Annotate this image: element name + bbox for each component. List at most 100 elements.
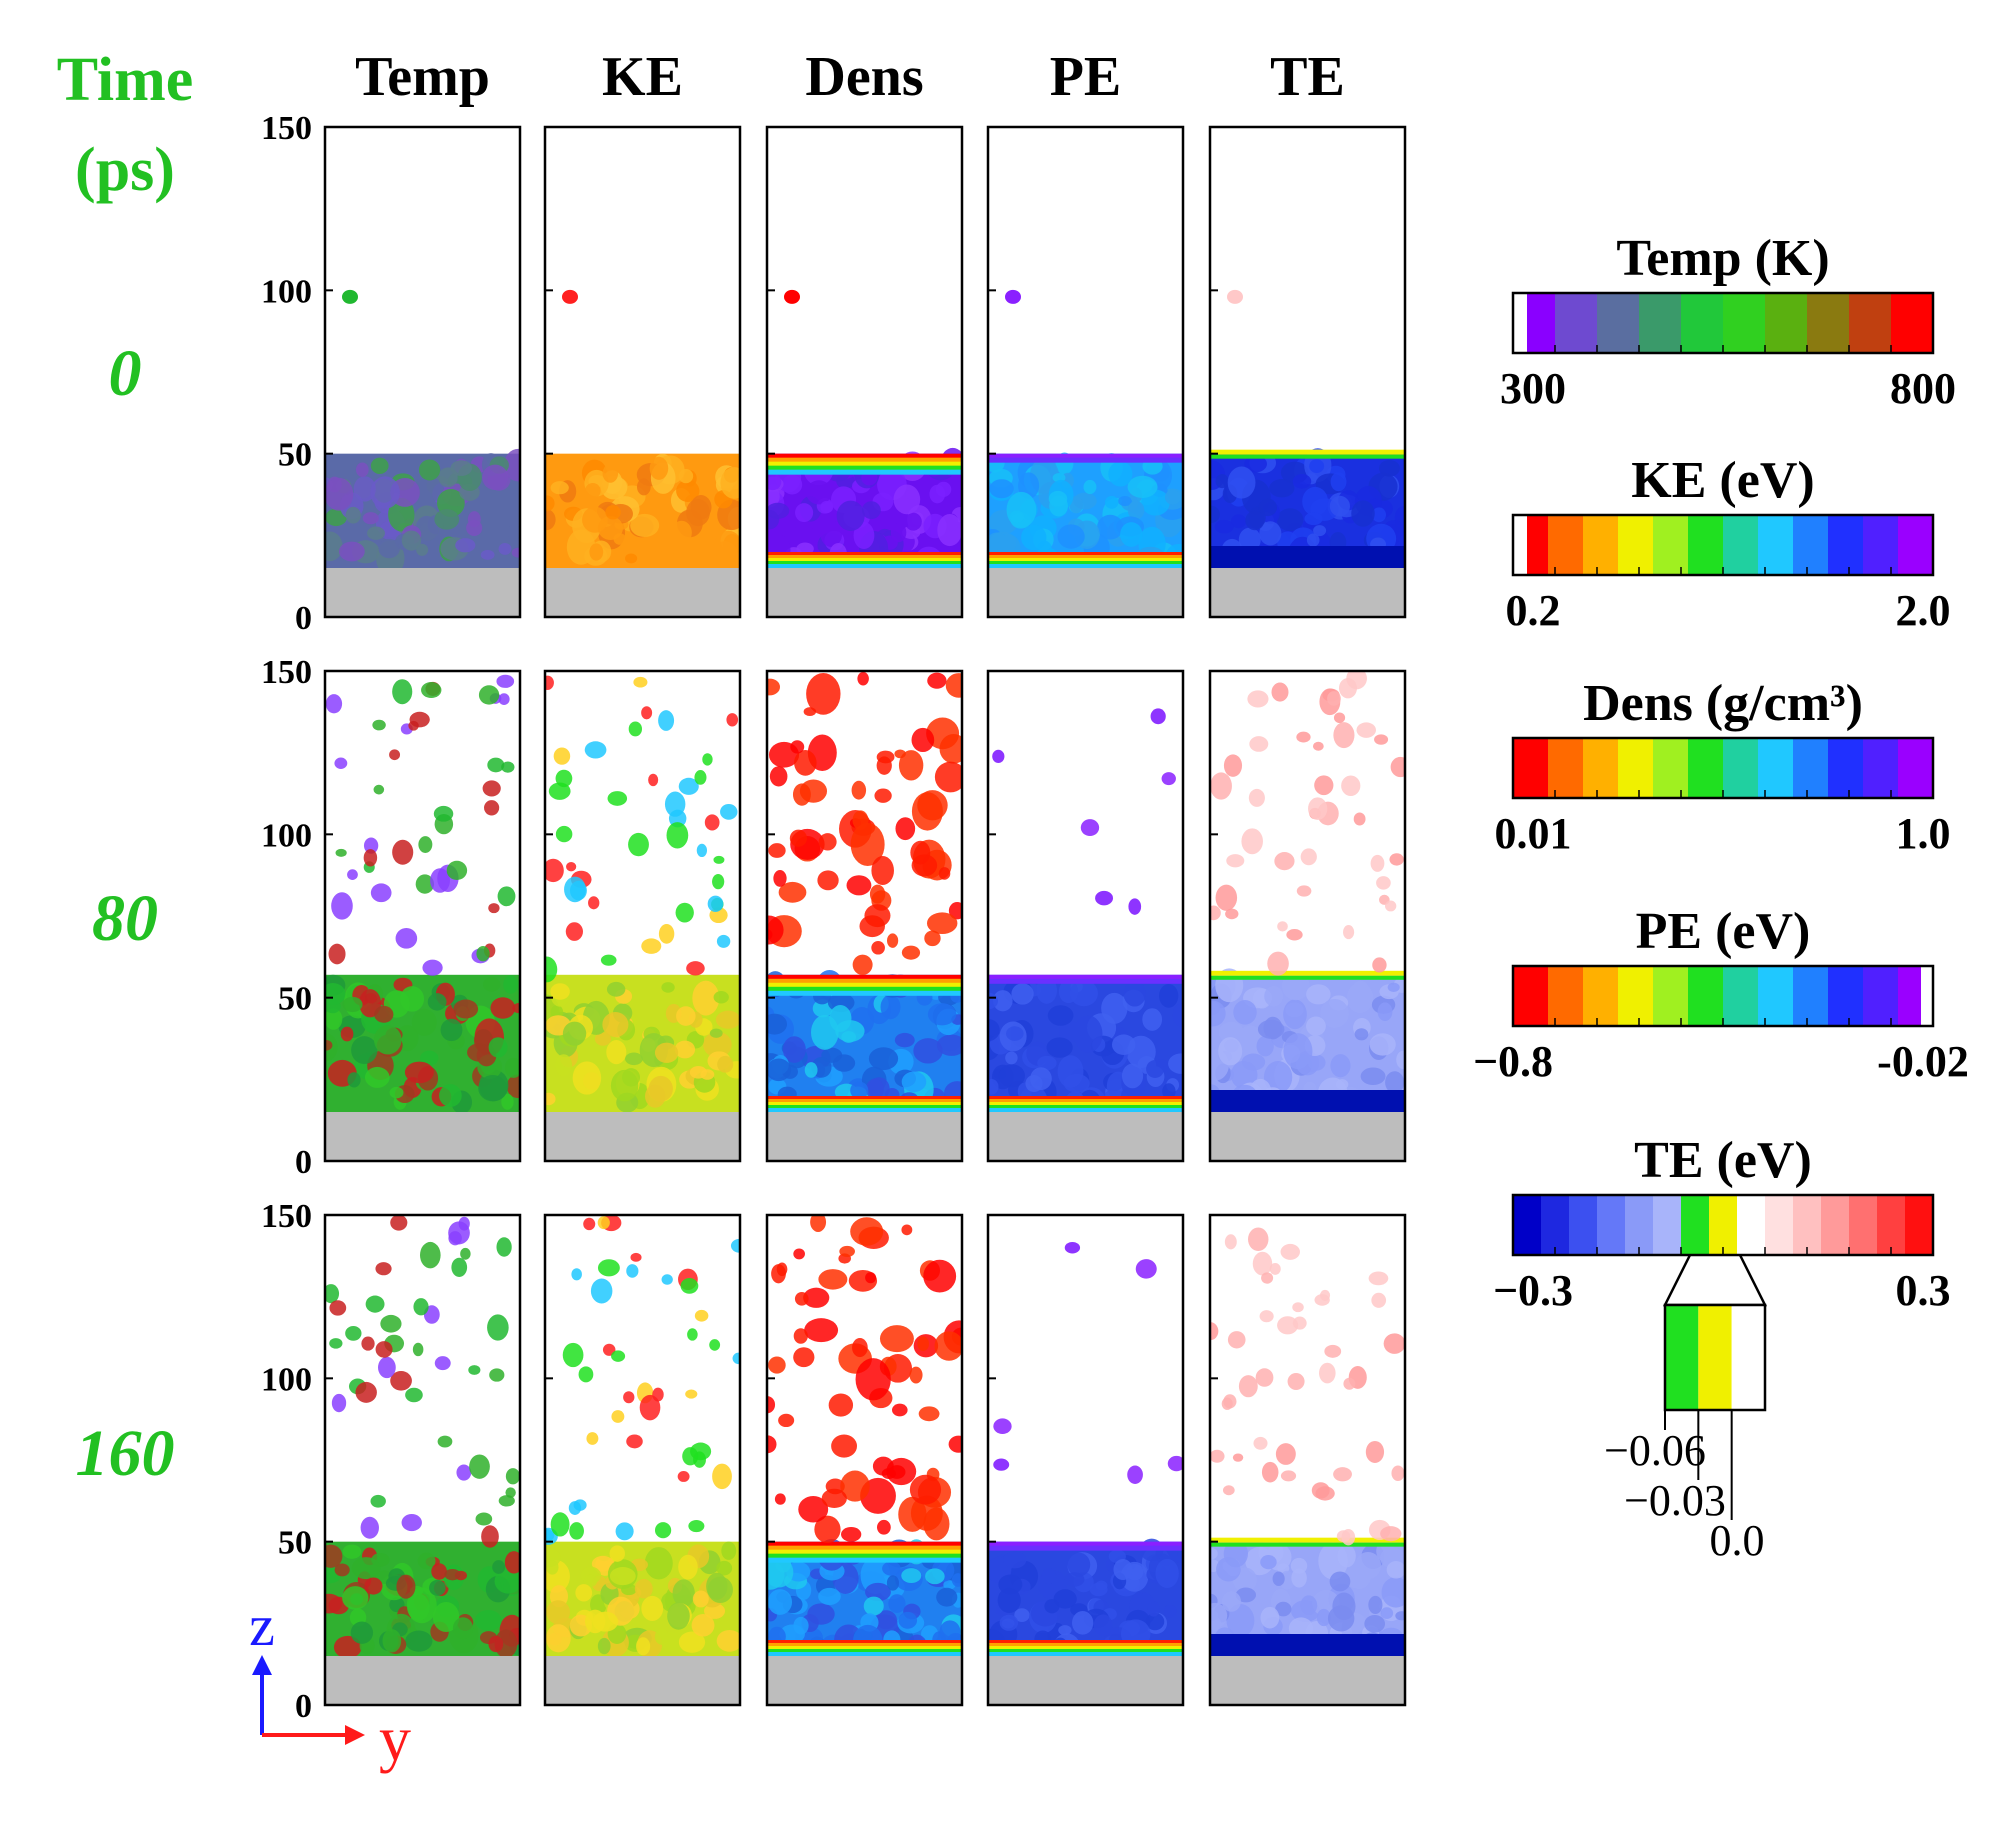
film-texture xyxy=(951,1573,962,1587)
vapor-cluster xyxy=(1333,1467,1352,1482)
film-texture xyxy=(1014,1608,1030,1622)
vapor-cluster xyxy=(1380,1526,1402,1542)
film-texture xyxy=(989,479,1014,499)
vapor-cluster xyxy=(505,1468,520,1485)
colorbar-segment xyxy=(1583,738,1619,798)
vapor-cluster xyxy=(505,1487,516,1498)
vapor-cluster xyxy=(1338,677,1357,699)
film-bottom-band xyxy=(988,555,1183,559)
film-texture xyxy=(325,1008,343,1030)
colorbar-segment xyxy=(1737,1195,1766,1255)
panel-te-t160 xyxy=(1208,1213,1407,1707)
film-texture xyxy=(370,476,400,509)
colorbar-segment xyxy=(1877,1195,1906,1255)
film-texture xyxy=(793,1616,809,1635)
film-texture xyxy=(1327,1605,1355,1632)
film-top-band xyxy=(1210,975,1405,980)
colorbar-ke: KE (eV) 0.2 2.0 xyxy=(1506,452,1951,635)
vapor-cluster xyxy=(789,829,807,847)
film-texture xyxy=(720,467,740,499)
colorbar-segment xyxy=(1583,515,1619,575)
film-texture xyxy=(1163,1604,1177,1618)
vapor-cluster xyxy=(413,1298,429,1316)
film-texture xyxy=(503,448,520,482)
film-texture xyxy=(865,1078,884,1100)
vapor-cluster xyxy=(1261,1272,1274,1284)
film-texture xyxy=(1371,507,1387,523)
film-texture xyxy=(1238,527,1261,552)
vapor-cluster xyxy=(767,929,773,941)
vapor-cluster xyxy=(1238,1375,1258,1398)
film-bottom-band xyxy=(767,1108,962,1112)
film-texture xyxy=(661,1631,679,1653)
film-texture xyxy=(364,1066,390,1088)
panel-field xyxy=(988,708,1183,1161)
film-texture xyxy=(988,1019,1000,1042)
panel-field xyxy=(767,289,962,617)
vapor-cluster xyxy=(550,1512,570,1537)
film-texture xyxy=(1395,1611,1405,1621)
film-texture xyxy=(1210,1602,1228,1629)
film-texture xyxy=(636,478,651,496)
film-texture xyxy=(597,1637,611,1655)
film-texture xyxy=(1127,500,1145,520)
film-texture xyxy=(1230,514,1247,529)
colorbar-segment xyxy=(1639,293,1682,353)
colorbar-segment xyxy=(1513,738,1549,798)
vapor-cluster xyxy=(769,766,788,787)
vapor-cluster xyxy=(1319,1362,1336,1384)
film-texture xyxy=(1272,1571,1285,1587)
film-top-band xyxy=(767,1541,962,1547)
colorbar-temp: Temp (K) 300 800 xyxy=(1500,230,1956,413)
time-label-80: 80 xyxy=(92,882,158,955)
vapor-cluster xyxy=(1315,1486,1335,1501)
film-texture xyxy=(767,1589,793,1615)
film-texture xyxy=(1210,505,1221,524)
vapor-cluster xyxy=(1253,1436,1268,1450)
vapor-cluster xyxy=(1232,1453,1244,1462)
film-bottom-band xyxy=(767,1096,962,1100)
film-texture xyxy=(818,1587,841,1605)
colorbar-title: PE (eV) xyxy=(1636,903,1811,960)
vapor-cluster xyxy=(909,1366,923,1384)
panel-field xyxy=(1210,289,1405,617)
film-texture xyxy=(937,514,962,547)
film-bottom-band xyxy=(767,1646,962,1650)
film-texture xyxy=(1006,491,1037,528)
film-texture xyxy=(1256,1035,1274,1057)
vapor-cluster xyxy=(768,843,786,858)
film-texture xyxy=(1233,1000,1257,1025)
colorbar-segment xyxy=(1688,738,1724,798)
colorbar-max-label: 1.0 xyxy=(1896,809,1951,858)
film-texture xyxy=(1044,1599,1060,1614)
y-tick-label: 150 xyxy=(261,110,312,147)
film-texture xyxy=(353,476,376,502)
film-top-band xyxy=(988,457,1183,463)
film-texture xyxy=(1235,1025,1265,1063)
film-texture xyxy=(717,1055,734,1073)
vapor-cluster xyxy=(872,1456,894,1476)
vapor-cluster xyxy=(363,849,378,867)
film-top-band xyxy=(1210,1542,1405,1547)
film-texture xyxy=(333,1635,362,1659)
film-texture xyxy=(488,1037,508,1058)
colorbar-segment xyxy=(1849,293,1892,353)
vapor-cluster xyxy=(814,1515,841,1544)
vapor-cluster xyxy=(934,761,962,793)
film-texture xyxy=(796,542,814,556)
colorbar-segment xyxy=(1723,293,1766,353)
colorbar-segment xyxy=(1618,515,1654,575)
film-texture xyxy=(1145,1612,1165,1631)
vapor-cluster xyxy=(639,1394,661,1421)
colorbar-max-label: 2.0 xyxy=(1896,586,1951,635)
vapor-cluster xyxy=(437,1435,453,1448)
vapor-cluster xyxy=(658,924,675,944)
film-texture xyxy=(767,1013,788,1035)
vapor-cluster xyxy=(1128,898,1142,915)
film-texture xyxy=(407,1593,430,1621)
panel-field xyxy=(988,289,1183,617)
vapor-cluster xyxy=(678,777,699,795)
colorbar-segment xyxy=(1849,1195,1878,1255)
film-texture xyxy=(706,1572,728,1600)
film-texture xyxy=(997,1587,1021,1613)
